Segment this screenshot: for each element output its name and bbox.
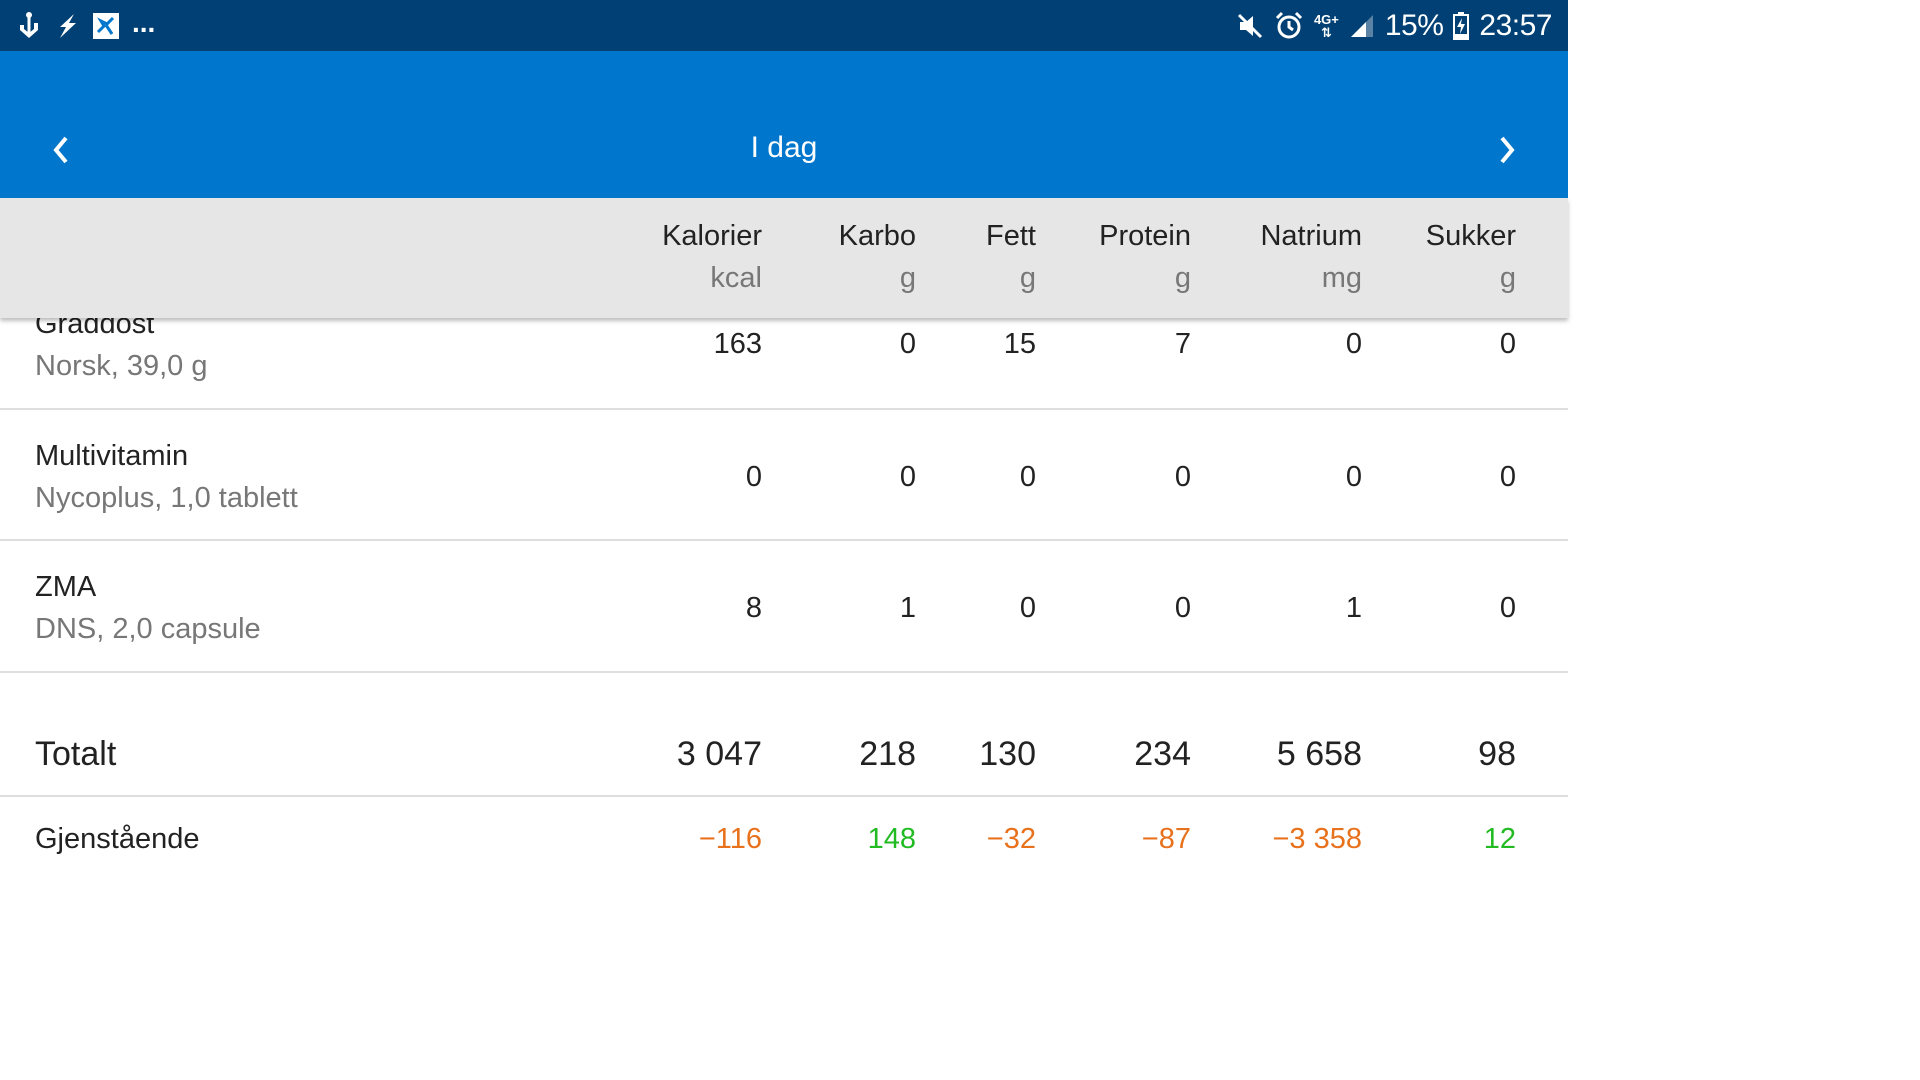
more-notifications: ... xyxy=(132,7,156,38)
food-detail: DNS, 2,0 capsule xyxy=(35,613,261,645)
next-day-button[interactable] xyxy=(1488,135,1528,169)
food-detail: Nycoplus, 1,0 tablett xyxy=(35,482,298,514)
remaining-kalorier: −116 xyxy=(698,823,762,855)
food-row[interactable]: Multivitamin Nycoplus, 1,0 tablett 0 0 0… xyxy=(0,410,1568,541)
remaining-row: Gjenstående −116 148 −32 −87 −3 358 12 xyxy=(0,797,1568,882)
column-unit: mg xyxy=(1321,262,1362,294)
column-label: Karbo xyxy=(838,220,916,252)
value-protein: 0 xyxy=(1174,592,1191,624)
mute-icon xyxy=(1236,10,1264,42)
chevron-right-icon xyxy=(1498,134,1518,171)
app-notification-icon xyxy=(92,10,120,42)
value-fett: 15 xyxy=(1003,328,1036,360)
food-list[interactable]: Graddost Norsk, 39,0 g 163 0 15 7 0 0 Mu… xyxy=(0,318,1568,882)
network-type: 4G+ xyxy=(1313,12,1339,27)
remaining-natrium: −3 358 xyxy=(1272,823,1362,855)
column-header: Kalorier kcal Karbo g Fett g Protein g N… xyxy=(0,198,1568,318)
column-unit: kcal xyxy=(710,262,762,294)
value-fett: 0 xyxy=(1019,461,1036,493)
previous-day-button[interactable] xyxy=(40,135,80,169)
food-row[interactable]: ZMA DNS, 2,0 capsule 8 1 0 0 1 0 xyxy=(0,541,1568,673)
battery-charging-icon xyxy=(1453,10,1470,42)
flash-icon xyxy=(54,10,80,42)
app-bar: I dag xyxy=(0,51,1568,198)
value-karbo: 0 xyxy=(899,328,916,360)
remaining-protein: −87 xyxy=(1141,823,1191,855)
value-sukker: 0 xyxy=(1499,328,1516,360)
column-unit: g xyxy=(1019,262,1036,294)
value-natrium: 0 xyxy=(1345,461,1362,493)
total-fett: 130 xyxy=(979,735,1036,773)
4g-icon: 4G+ ⇅ xyxy=(1314,10,1339,42)
status-bar: ... 4G+ ⇅ 15% 23:57 xyxy=(0,0,1568,51)
chevron-left-icon xyxy=(50,134,70,171)
remaining-fett: −32 xyxy=(986,823,1036,855)
column-sukker: Sukker g xyxy=(1376,198,1516,318)
value-natrium: 0 xyxy=(1345,328,1362,360)
remaining-label: Gjenstående xyxy=(35,823,200,855)
food-name: Multivitamin xyxy=(35,440,189,472)
totals-label: Totalt xyxy=(35,735,117,773)
food-row[interactable]: Graddost Norsk, 39,0 g 163 0 15 7 0 0 xyxy=(0,318,1568,410)
value-sukker: 0 xyxy=(1499,461,1516,493)
column-unit: g xyxy=(1499,262,1516,294)
alarm-icon xyxy=(1274,10,1304,42)
value-kalorier: 8 xyxy=(745,592,762,624)
usb-debug-icon xyxy=(16,10,42,42)
column-natrium: Natrium mg xyxy=(1212,198,1362,318)
clock: 23:57 xyxy=(1479,9,1552,42)
column-unit: g xyxy=(1174,262,1191,294)
remaining-sukker: 12 xyxy=(1483,823,1516,855)
signal-icon xyxy=(1349,10,1375,42)
value-kalorier: 0 xyxy=(745,461,762,493)
battery-percent: 15% xyxy=(1384,9,1444,42)
food-name: ZMA xyxy=(35,571,97,603)
column-kalorier: Kalorier kcal xyxy=(602,198,762,318)
value-fett: 0 xyxy=(1019,592,1036,624)
status-bar-right: 4G+ ⇅ 15% 23:57 xyxy=(1236,8,1552,44)
column-label: Sukker xyxy=(1425,220,1516,252)
data-arrows: ⇅ xyxy=(1320,25,1332,40)
food-name: Graddost xyxy=(35,318,155,340)
remaining-karbo: 148 xyxy=(867,823,916,855)
total-protein: 234 xyxy=(1134,735,1191,773)
value-karbo: 1 xyxy=(899,592,916,624)
column-protein: Protein g xyxy=(1051,198,1191,318)
food-detail: Norsk, 39,0 g xyxy=(35,350,208,382)
column-label: Kalorier xyxy=(662,220,762,252)
total-karbo: 218 xyxy=(859,735,916,773)
value-karbo: 0 xyxy=(899,461,916,493)
column-label: Fett xyxy=(986,220,1036,252)
value-protein: 0 xyxy=(1174,461,1191,493)
value-kalorier: 163 xyxy=(713,328,762,360)
total-natrium: 5 658 xyxy=(1276,735,1362,773)
column-fett: Fett g xyxy=(926,198,1036,318)
column-label: Protein xyxy=(1099,220,1191,252)
value-natrium: 1 xyxy=(1345,592,1362,624)
value-protein: 7 xyxy=(1174,328,1191,360)
page-title: I dag xyxy=(750,131,818,164)
status-bar-left: ... xyxy=(16,7,156,44)
column-label: Natrium xyxy=(1260,220,1362,252)
column-karbo: Karbo g xyxy=(786,198,916,318)
totals-row: Totalt 3 047 218 130 234 5 658 98 xyxy=(0,673,1568,797)
total-kalorier: 3 047 xyxy=(676,735,762,773)
value-sukker: 0 xyxy=(1499,592,1516,624)
total-sukker: 98 xyxy=(1478,735,1516,773)
column-unit: g xyxy=(899,262,916,294)
